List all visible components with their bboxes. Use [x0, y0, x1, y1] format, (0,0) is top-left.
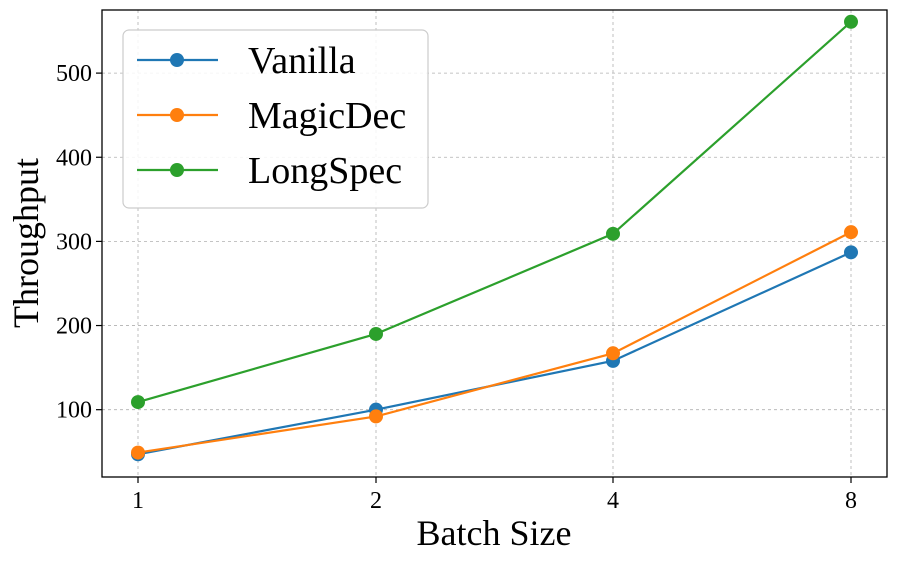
- data-point-longspec: [131, 395, 145, 410]
- series-line-magicdec: [137, 231, 852, 454]
- legend-label-vanilla: Vanilla: [248, 40, 356, 82]
- legend-marker-longspec: [170, 163, 184, 177]
- data-point-magicdec: [606, 346, 620, 361]
- y-axis-title: Throughput: [6, 158, 46, 328]
- y-tick-label: 100: [56, 398, 92, 424]
- legend: Vanilla MagicDec LongSpec: [122, 29, 429, 209]
- x-tick-label: 4: [607, 488, 619, 514]
- data-point-magicdec: [844, 225, 858, 240]
- series-longspec: [131, 14, 858, 410]
- y-tick-label: 500: [56, 61, 92, 87]
- x-tick-label: 2: [370, 488, 382, 514]
- data-point-longspec: [369, 326, 383, 341]
- x-axis-title: Batch Size: [417, 513, 572, 553]
- axes: 1 2 4 8 100 200 300 400 500: [56, 61, 857, 514]
- grid: [102, 10, 887, 477]
- y-tick-label: 400: [56, 145, 92, 171]
- data-point-longspec: [606, 226, 620, 241]
- data-point-magicdec: [131, 445, 145, 460]
- x-tick-label: 1: [132, 488, 144, 514]
- series-magicdec: [131, 225, 858, 460]
- y-tick-label: 200: [56, 314, 92, 340]
- data-point-longspec: [844, 14, 858, 29]
- y-tick-label: 300: [56, 229, 92, 255]
- series-vanilla: [131, 245, 858, 462]
- legend-label-longspec: LongSpec: [248, 150, 402, 192]
- legend-marker-magicdec: [170, 108, 184, 122]
- data-point-magicdec: [369, 409, 383, 424]
- plot-frame: [101, 9, 888, 478]
- series-lines: [131, 14, 858, 462]
- series-line-longspec: [137, 20, 852, 404]
- x-tick-label: 8: [845, 488, 857, 514]
- legend-box: [122, 29, 429, 209]
- series-line-vanilla: [137, 251, 852, 456]
- legend-label-magicdec: MagicDec: [248, 95, 406, 137]
- data-point-vanilla: [844, 245, 858, 260]
- legend-marker-vanilla: [170, 53, 184, 67]
